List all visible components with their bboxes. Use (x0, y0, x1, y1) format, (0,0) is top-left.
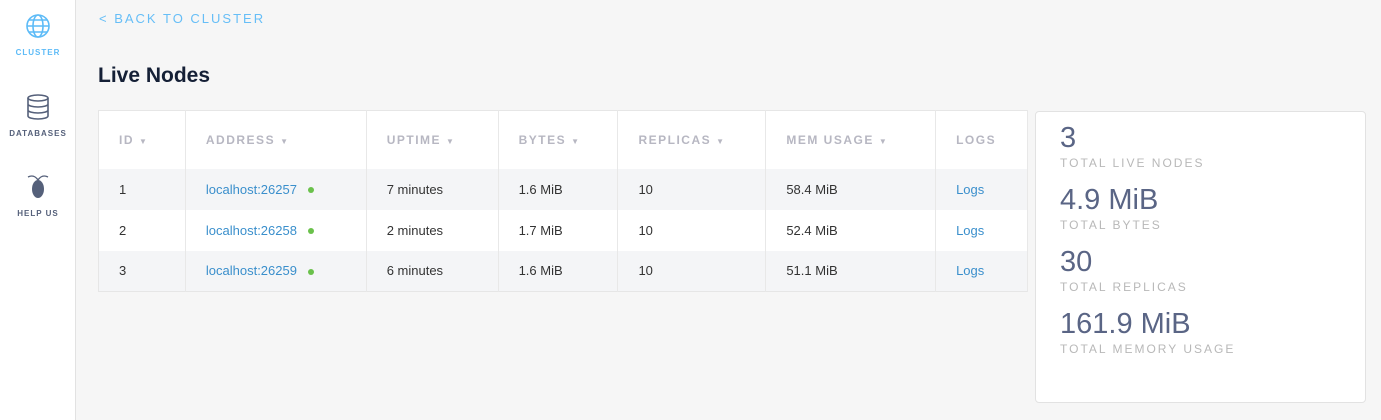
sort-arrow-icon: ▼ (139, 136, 149, 146)
node-mem-usage: 58.4 MiB (765, 168, 937, 210)
summary-label: TOTAL REPLICAS (1060, 280, 1188, 294)
table-row: 3 localhost:26259 6 minutes 1.6 MiB 10 5… (98, 250, 1028, 292)
status-live-icon (307, 187, 314, 194)
node-bytes: 1.7 MiB (498, 209, 619, 251)
node-bytes: 1.6 MiB (498, 250, 619, 292)
summary-label: TOTAL LIVE NODES (1060, 156, 1205, 170)
summary-label: TOTAL BYTES (1060, 218, 1162, 232)
table-row: 2 localhost:26258 2 minutes 1.7 MiB 10 5… (98, 209, 1028, 251)
summary-value: 30 (1060, 246, 1093, 278)
summary-label: TOTAL MEMORY USAGE (1060, 342, 1236, 356)
logs-link[interactable]: Logs (956, 222, 985, 238)
nodes-table: ID ▼ ADDRESS ▼ UPTIME ▼ BYTES ▼ REPLICAS ▼ ME… (98, 110, 1028, 292)
database-icon (27, 94, 49, 120)
page-title: Live Nodes (98, 64, 211, 87)
summary-value: 4.9 MiB (1060, 184, 1159, 216)
status-live-icon (307, 268, 314, 275)
node-replicas: 10 (617, 209, 767, 251)
node-address-link[interactable]: localhost:26257 (205, 181, 297, 197)
node-uptime: 6 minutes (366, 250, 499, 292)
node-replicas: 10 (617, 250, 767, 292)
sidebar: CLUSTER DATABASES HELP US (0, 0, 76, 420)
sidebar-item-cluster[interactable]: CLUSTER (0, 13, 76, 57)
node-id: 2 (98, 209, 186, 251)
column-header-address[interactable]: ADDRESS ▼ (185, 110, 367, 169)
logs-link[interactable]: Logs (956, 181, 985, 197)
column-header-replicas[interactable]: REPLICAS ▼ (617, 110, 767, 169)
cockroach-icon (27, 175, 49, 198)
node-uptime: 2 minutes (366, 209, 499, 251)
sidebar-item-help-us[interactable]: HELP US (0, 174, 76, 218)
node-address-link[interactable]: localhost:26258 (205, 222, 297, 238)
summary-value: 161.9 MiB (1060, 308, 1191, 340)
node-replicas: 10 (617, 168, 767, 210)
node-bytes: 1.6 MiB (498, 168, 619, 210)
sidebar-item-label: DATABASES (9, 129, 67, 138)
node-mem-usage: 51.1 MiB (765, 250, 937, 292)
back-to-cluster-link[interactable]: < BACK TO CLUSTER (99, 11, 266, 26)
sidebar-item-label: CLUSTER (15, 48, 61, 57)
sort-arrow-icon: ▼ (878, 136, 889, 146)
sidebar-item-label: HELP US (17, 209, 59, 218)
table-row: 1 localhost:26257 7 minutes 1.6 MiB 10 5… (98, 168, 1028, 210)
column-header-id[interactable]: ID ▼ (98, 110, 186, 169)
sort-arrow-icon: ▼ (280, 136, 290, 146)
node-mem-usage: 52.4 MiB (765, 209, 937, 251)
sidebar-item-databases[interactable]: DATABASES (0, 94, 76, 138)
sort-arrow-icon: ▼ (571, 136, 581, 146)
node-id: 1 (98, 168, 186, 210)
column-header-mem-usage[interactable]: MEM USAGE ▼ (765, 110, 937, 169)
summary-value: 3 (1060, 122, 1077, 154)
logs-link[interactable]: Logs (956, 263, 985, 279)
node-address-link[interactable]: localhost:26259 (205, 263, 297, 279)
summary-card: 3 TOTAL LIVE NODES 4.9 MiB TOTAL BYTES 30 TOT… (1035, 111, 1366, 403)
globe-icon (26, 14, 50, 38)
sort-arrow-icon: ▼ (446, 136, 456, 146)
column-header-bytes[interactable]: BYTES ▼ (498, 110, 619, 169)
column-header-uptime[interactable]: UPTIME ▼ (366, 110, 499, 169)
status-live-icon (307, 228, 314, 235)
node-uptime: 7 minutes (366, 168, 499, 210)
node-id: 3 (98, 250, 186, 292)
sort-arrow-icon: ▼ (716, 136, 726, 146)
column-header-logs: LOGS (935, 110, 1028, 169)
